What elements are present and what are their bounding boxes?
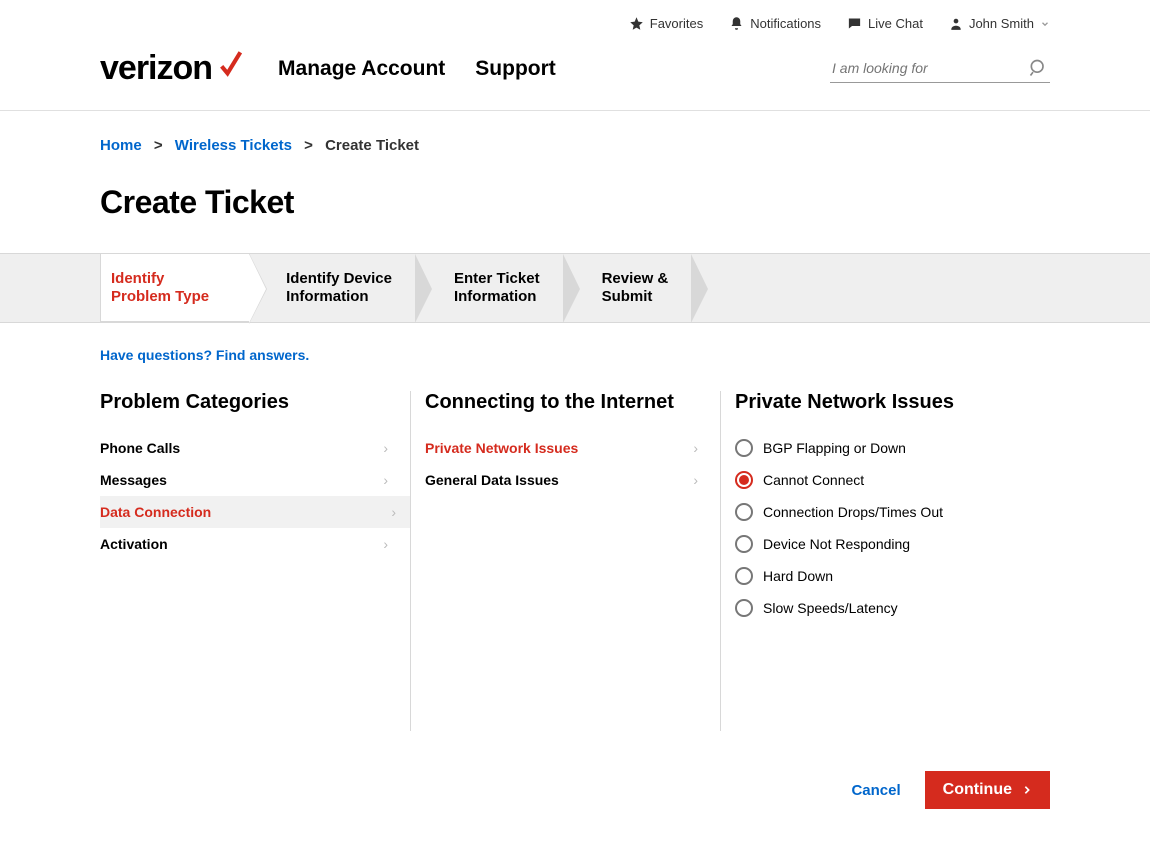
check-icon	[214, 50, 248, 78]
user-icon	[949, 17, 963, 31]
issue-device-not-responding[interactable]: Device Not Responding	[735, 528, 1016, 560]
radio-icon	[735, 567, 753, 585]
chevron-right-icon	[1022, 783, 1032, 797]
breadcrumb: Home > Wireless Tickets > Create Ticket	[100, 111, 1050, 162]
category-data-connection[interactable]: Data Connection›	[100, 496, 410, 528]
col3-title: Private Network Issues	[735, 391, 1016, 414]
radio-icon	[735, 535, 753, 553]
category-messages[interactable]: Messages›	[100, 464, 396, 496]
issue-cannot-connect[interactable]: Cannot Connect	[735, 464, 1016, 496]
main-nav: Manage Account Support	[278, 57, 556, 81]
breadcrumb-current: Create Ticket	[325, 137, 419, 154]
subcat-private-network[interactable]: Private Network Issues›	[425, 432, 706, 464]
cancel-button[interactable]: Cancel	[851, 782, 900, 799]
subcat-general-data[interactable]: General Data Issues›	[425, 464, 706, 496]
category-activation[interactable]: Activation›	[100, 528, 396, 560]
col1-title: Problem Categories	[100, 391, 396, 414]
step-device-info[interactable]: Identify DeviceInformation	[250, 254, 432, 322]
chevron-right-icon: ›	[693, 440, 698, 456]
issue-hard-down[interactable]: Hard Down	[735, 560, 1016, 592]
radio-checked-icon	[735, 471, 753, 489]
nav-support[interactable]: Support	[475, 57, 555, 81]
category-phone-calls[interactable]: Phone Calls›	[100, 432, 396, 464]
breadcrumb-sep: >	[304, 137, 313, 154]
form-actions: Cancel Continue	[100, 771, 1050, 809]
chevron-right-icon: ›	[383, 536, 388, 552]
help-link[interactable]: Have questions? Find answers.	[100, 347, 309, 363]
user-menu[interactable]: John Smith	[949, 16, 1050, 31]
chevron-right-icon: ›	[383, 472, 388, 488]
chevron-right-icon: ›	[693, 472, 698, 488]
bell-icon	[729, 16, 744, 31]
category-columns: Problem Categories Phone Calls› Messages…	[100, 391, 1050, 731]
issue-column: Private Network Issues BGP Flapping or D…	[720, 391, 1030, 731]
username-label: John Smith	[969, 16, 1034, 31]
main-header: verizon Manage Account Support	[100, 41, 1050, 110]
search-icon	[1028, 58, 1048, 78]
star-icon	[629, 16, 644, 31]
notifications-label: Notifications	[750, 16, 821, 31]
chevron-right-icon: ›	[383, 440, 388, 456]
chat-icon	[847, 16, 862, 31]
radio-icon	[735, 439, 753, 457]
breadcrumb-sep: >	[154, 137, 163, 154]
step-identify-problem[interactable]: IdentifyProblem Type	[100, 254, 250, 322]
nav-manage-account[interactable]: Manage Account	[278, 57, 445, 81]
live-chat-label: Live Chat	[868, 16, 923, 31]
issue-bgp[interactable]: BGP Flapping or Down	[735, 432, 1016, 464]
step-review-submit[interactable]: Review &Submit	[580, 254, 709, 322]
radio-icon	[735, 503, 753, 521]
page-title: Create Ticket	[100, 184, 1050, 221]
step-ticket-info[interactable]: Enter TicketInformation	[432, 254, 580, 322]
favorites-label: Favorites	[650, 16, 703, 31]
radio-icon	[735, 599, 753, 617]
chevron-right-icon: ›	[391, 504, 396, 520]
search-box[interactable]	[830, 54, 1050, 83]
favorites-link[interactable]: Favorites	[629, 16, 703, 31]
issue-slow-speeds[interactable]: Slow Speeds/Latency	[735, 592, 1016, 624]
breadcrumb-tickets[interactable]: Wireless Tickets	[175, 137, 292, 154]
col2-title: Connecting to the Internet	[425, 391, 706, 414]
chevron-down-icon	[1040, 19, 1050, 29]
stepper: IdentifyProblem Type Identify DeviceInfo…	[0, 253, 1150, 323]
logo-text: verizon	[100, 49, 212, 88]
search-input[interactable]	[832, 60, 1028, 76]
live-chat-link[interactable]: Live Chat	[847, 16, 923, 31]
problem-categories-column: Problem Categories Phone Calls› Messages…	[100, 391, 410, 731]
continue-label: Continue	[943, 781, 1012, 799]
notifications-link[interactable]: Notifications	[729, 16, 821, 31]
breadcrumb-home[interactable]: Home	[100, 137, 142, 154]
issue-connection-drops[interactable]: Connection Drops/Times Out	[735, 496, 1016, 528]
verizon-logo[interactable]: verizon	[100, 49, 248, 88]
continue-button[interactable]: Continue	[925, 771, 1050, 809]
top-utility-bar: Favorites Notifications Live Chat John S…	[100, 0, 1050, 41]
subcategory-column: Connecting to the Internet Private Netwo…	[410, 391, 720, 731]
